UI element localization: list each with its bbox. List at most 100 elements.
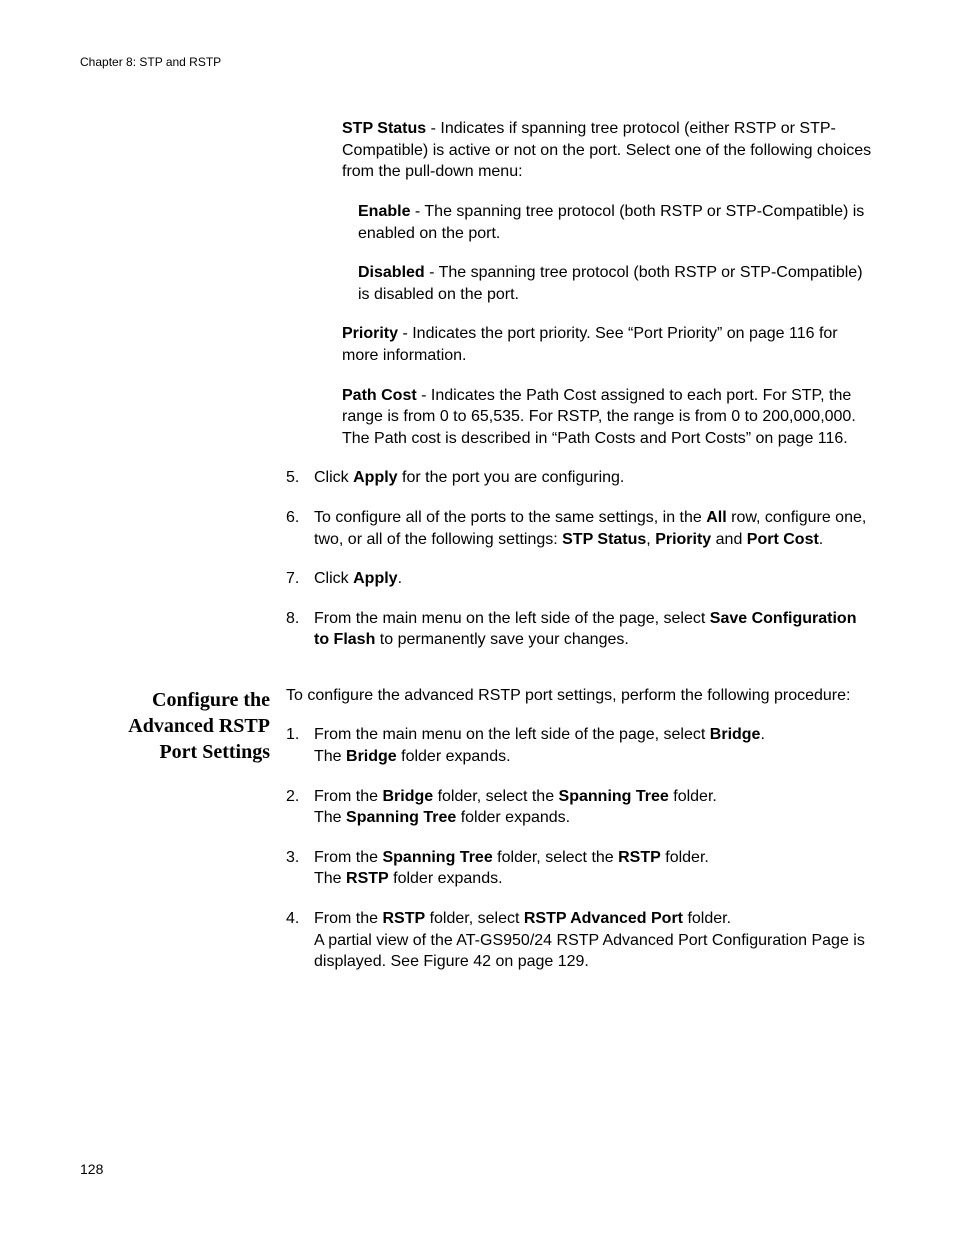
s2-2-mid: folder, select the: [433, 788, 558, 805]
s2-3-l2b: RSTP: [346, 870, 389, 887]
enable-label: Enable: [358, 203, 410, 220]
s2-step-4-body: From the RSTP folder, select RSTP Advanc…: [314, 908, 874, 973]
s2-2-l2a: The: [314, 809, 346, 826]
step-8-body: From the main menu on the left side of t…: [314, 608, 874, 651]
step-6-num: 6.: [286, 507, 314, 529]
heading-line-2: Advanced RSTP: [80, 713, 270, 739]
s2-step-3-body: From the Spanning Tree folder, select th…: [314, 847, 874, 890]
enable-desc: - The spanning tree protocol (both RSTP …: [358, 203, 864, 242]
pathcost-label: Path Cost: [342, 387, 417, 404]
page-container: Chapter 8: STP and RSTP STP Status - Ind…: [0, 0, 954, 1235]
s2-step-1-num: 1.: [286, 724, 314, 746]
s2-3-l2a: The: [314, 870, 346, 887]
step-6-period: .: [819, 531, 823, 548]
step-6-body: To configure all of the ports to the sam…: [314, 507, 874, 550]
section-body-2: To configure the advanced RSTP port sett…: [286, 685, 874, 991]
enable-para: Enable - The spanning tree protocol (bot…: [358, 201, 874, 244]
s2-1-period: .: [760, 726, 764, 743]
step-5-num: 5.: [286, 467, 314, 489]
step-7-num: 7.: [286, 568, 314, 590]
step-5: 5. Click Apply for the port you are conf…: [286, 467, 874, 489]
step-6-priority: Priority: [655, 531, 711, 548]
step-6-c1: ,: [646, 531, 655, 548]
step-5-apply: Apply: [353, 469, 397, 486]
step-7-post: .: [398, 570, 402, 587]
page-number: 128: [80, 1160, 103, 1179]
s2-2-bridge: Bridge: [382, 788, 433, 805]
step-6-stp: STP Status: [562, 531, 646, 548]
step-6-pre: To configure all of the ports to the sam…: [314, 509, 706, 526]
s2-4-pre: From the: [314, 910, 382, 927]
section-heading-2: Configure the Advanced RSTP Port Setting…: [80, 685, 270, 991]
s2-2-l2c: folder expands.: [456, 809, 570, 826]
priority-desc: - Indicates the port priority. See “Port…: [342, 325, 838, 364]
step-8: 8. From the main menu on the left side o…: [286, 608, 874, 651]
disabled-label: Disabled: [358, 264, 425, 281]
section-content-1: STP Status - Indicates if spanning tree …: [80, 118, 874, 669]
steps-list-1: 5. Click Apply for the port you are conf…: [286, 467, 874, 651]
s2-4-line2: A partial view of the AT-GS950/24 RSTP A…: [314, 930, 874, 973]
disabled-desc: - The spanning tree protocol (both RSTP …: [358, 264, 863, 303]
s2-3-mid: folder, select the: [493, 849, 618, 866]
pathcost-desc: - Indicates the Path Cost assigned to ea…: [342, 387, 856, 447]
heading-line-3: Port Settings: [80, 739, 270, 765]
s2-step-1-body: From the main menu on the left side of t…: [314, 724, 874, 767]
step-5-body: Click Apply for the port you are configu…: [314, 467, 874, 489]
s2-4-mid: folder, select: [425, 910, 524, 927]
heading-line-1: Configure the: [80, 687, 270, 713]
steps-list-2: 1. From the main menu on the left side o…: [286, 724, 874, 972]
step-5-pre: Click: [314, 469, 353, 486]
s2-3-line2: The RSTP folder expands.: [314, 868, 874, 890]
s2-3-st: Spanning Tree: [382, 849, 492, 866]
s2-step-4-num: 4.: [286, 908, 314, 930]
s2-step-2-body: From the Bridge folder, select the Spann…: [314, 786, 874, 829]
s2-2-st: Spanning Tree: [559, 788, 669, 805]
section-heading-empty: [80, 118, 270, 669]
param-block: STP Status - Indicates if spanning tree …: [342, 118, 874, 449]
step-6-and: and: [711, 531, 747, 548]
s2-3-l2c: folder expands.: [389, 870, 503, 887]
s2-1-bridge: Bridge: [710, 726, 761, 743]
s2-3-pre: From the: [314, 849, 382, 866]
step-7-body: Click Apply.: [314, 568, 874, 590]
priority-label: Priority: [342, 325, 398, 342]
spacer: [80, 669, 874, 685]
s2-2-pre: From the: [314, 788, 382, 805]
step-7-apply: Apply: [353, 570, 397, 587]
stp-status-label: STP Status: [342, 120, 426, 137]
step-7-pre: Click: [314, 570, 353, 587]
s2-1-l2c: folder expands.: [397, 748, 511, 765]
priority-para: Priority - Indicates the port priority. …: [342, 323, 874, 366]
section-content-2: Configure the Advanced RSTP Port Setting…: [80, 685, 874, 991]
s2-2-post: folder.: [669, 788, 717, 805]
s2-step-4: 4. From the RSTP folder, select RSTP Adv…: [286, 908, 874, 973]
step-6: 6. To configure all of the ports to the …: [286, 507, 874, 550]
section-body-1: STP Status - Indicates if spanning tree …: [286, 118, 874, 669]
s2-4-post: folder.: [683, 910, 731, 927]
step-8-post: to permanently save your changes.: [375, 631, 628, 648]
s2-step-3: 3. From the Spanning Tree folder, select…: [286, 847, 874, 890]
step-5-post: for the port you are configuring.: [398, 469, 625, 486]
s2-4-rstp: RSTP: [382, 910, 425, 927]
step-6-portcost: Port Cost: [747, 531, 819, 548]
s2-step-2: 2. From the Bridge folder, select the Sp…: [286, 786, 874, 829]
step-8-pre: From the main menu on the left side of t…: [314, 610, 710, 627]
s2-1-l2a: The: [314, 748, 346, 765]
step-8-num: 8.: [286, 608, 314, 630]
stp-status-para: STP Status - Indicates if spanning tree …: [342, 118, 874, 183]
s2-step-2-num: 2.: [286, 786, 314, 808]
s2-1-pre: From the main menu on the left side of t…: [314, 726, 710, 743]
s2-step-1: 1. From the main menu on the left side o…: [286, 724, 874, 767]
s2-1-l2b: Bridge: [346, 748, 397, 765]
chapter-header: Chapter 8: STP and RSTP: [80, 54, 874, 70]
s2-2-line2: The Spanning Tree folder expands.: [314, 807, 874, 829]
section2-intro: To configure the advanced RSTP port sett…: [286, 685, 874, 707]
s2-4-adv: RSTP Advanced Port: [524, 910, 683, 927]
s2-1-line2: The Bridge folder expands.: [314, 746, 874, 768]
s2-3-post: folder.: [661, 849, 709, 866]
disabled-para: Disabled - The spanning tree protocol (b…: [358, 262, 874, 305]
s2-2-l2b: Spanning Tree: [346, 809, 456, 826]
step-6-all: All: [706, 509, 726, 526]
step-7: 7. Click Apply.: [286, 568, 874, 590]
stp-options: Enable - The spanning tree protocol (bot…: [358, 201, 874, 305]
